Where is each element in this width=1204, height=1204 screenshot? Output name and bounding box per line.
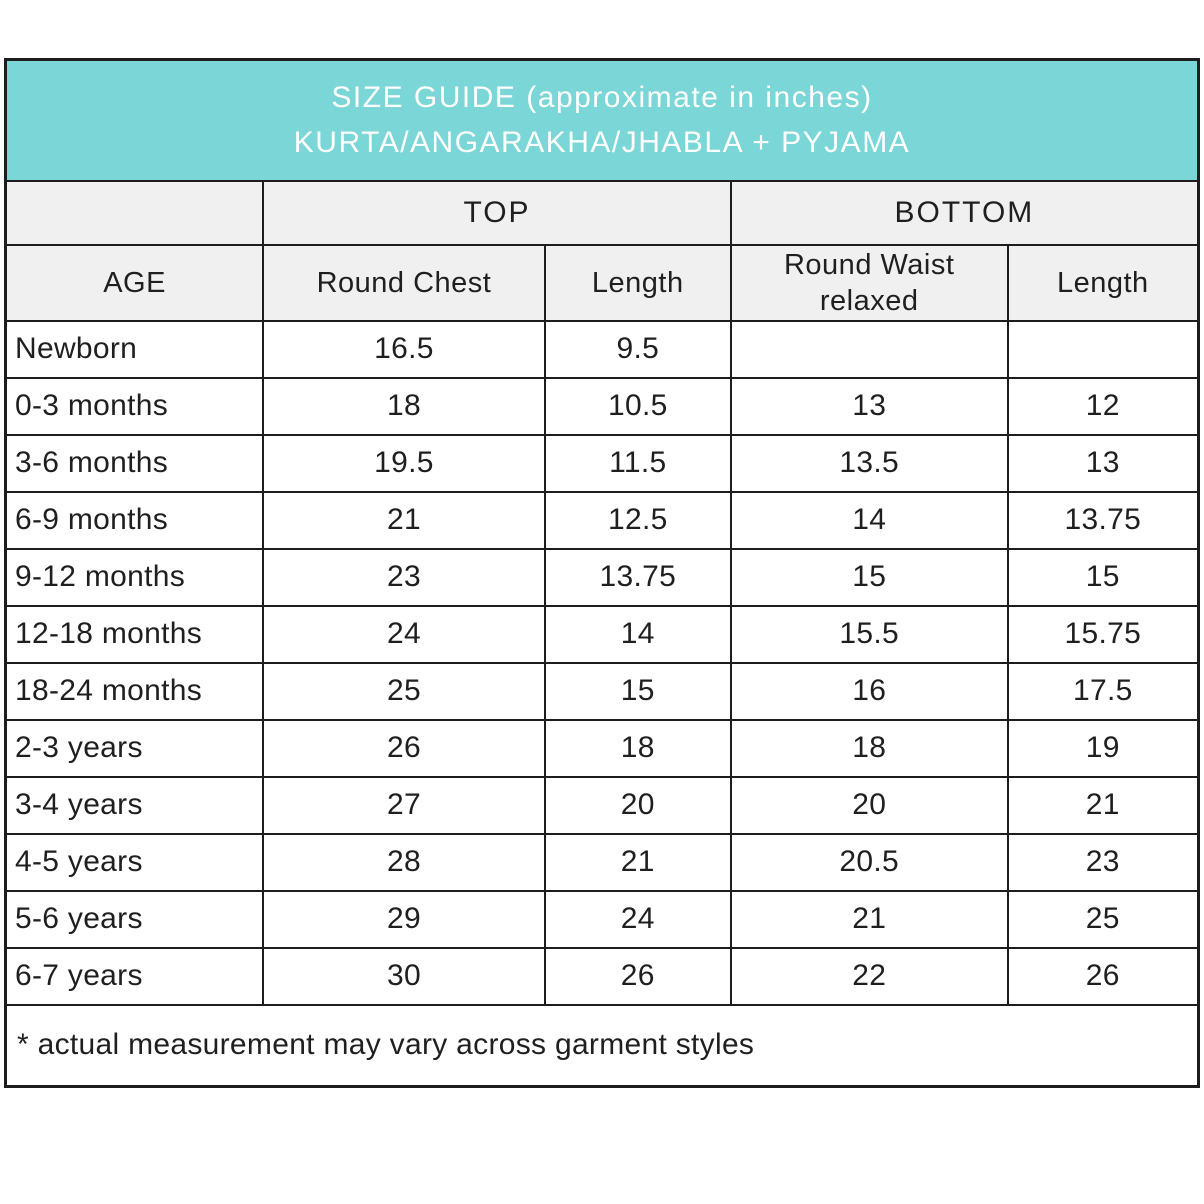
value-cell: 15.75 bbox=[1006, 604, 1200, 664]
table-row: 5-6 years 29 24 21 25 bbox=[4, 889, 1200, 949]
value-cell: 13 bbox=[1006, 433, 1200, 493]
table-row: 2-3 years 26 18 18 19 bbox=[4, 718, 1200, 778]
value-cell: 24 bbox=[262, 604, 546, 664]
age-cell: 3-6 months bbox=[4, 433, 265, 493]
value-cell: 26 bbox=[1006, 946, 1200, 1006]
value-cell: 9.5 bbox=[543, 319, 732, 379]
banner-row: SIZE GUIDE (approximate in inches) KURTA… bbox=[4, 58, 1200, 182]
column-header-round-chest: Round Chest bbox=[262, 243, 546, 322]
value-cell: 14 bbox=[729, 490, 1009, 550]
value-cell bbox=[729, 319, 1009, 379]
value-cell: 24 bbox=[543, 889, 732, 949]
group-header-bottom: BOTTOM bbox=[729, 179, 1200, 246]
value-cell: 19.5 bbox=[262, 433, 546, 493]
value-cell: 20 bbox=[543, 775, 732, 835]
value-cell: 11.5 bbox=[543, 433, 732, 493]
value-cell: 21 bbox=[543, 832, 732, 892]
table-row: 12-18 months 24 14 15.5 15.75 bbox=[4, 604, 1200, 664]
value-cell: 13.5 bbox=[729, 433, 1009, 493]
value-cell: 16 bbox=[729, 661, 1009, 721]
column-header-age: AGE bbox=[4, 243, 265, 322]
table-row: 6-9 months 21 12.5 14 13.75 bbox=[4, 490, 1200, 550]
value-cell: 20 bbox=[729, 775, 1009, 835]
value-cell: 18 bbox=[262, 376, 546, 436]
empty-corner-cell bbox=[4, 179, 265, 246]
column-header-bottom-length: Length bbox=[1006, 243, 1200, 322]
age-cell: 18-24 months bbox=[4, 661, 265, 721]
age-cell: 5-6 years bbox=[4, 889, 265, 949]
column-header-round-waist: Round Waist relaxed bbox=[729, 243, 1009, 322]
table-row: Newborn 16.5 9.5 bbox=[4, 319, 1200, 379]
value-cell: 12.5 bbox=[543, 490, 732, 550]
value-cell: 17.5 bbox=[1006, 661, 1200, 721]
value-cell: 21 bbox=[1006, 775, 1200, 835]
value-cell: 23 bbox=[1006, 832, 1200, 892]
column-header-top-length: Length bbox=[543, 243, 732, 322]
title-line-2: KURTA/ANGARAKHA/JHABLA + PYJAMA bbox=[293, 126, 911, 160]
value-cell: 26 bbox=[262, 718, 546, 778]
table-row: 4-5 years 28 21 20.5 23 bbox=[4, 832, 1200, 892]
value-cell: 15 bbox=[729, 547, 1009, 607]
table-row: 6-7 years 30 26 22 26 bbox=[4, 946, 1200, 1006]
value-cell bbox=[1006, 319, 1200, 379]
age-cell: 4-5 years bbox=[4, 832, 265, 892]
value-cell: 28 bbox=[262, 832, 546, 892]
size-guide-table: SIZE GUIDE (approximate in inches) KURTA… bbox=[4, 58, 1200, 1088]
table-row: 9-12 months 23 13.75 15 15 bbox=[4, 547, 1200, 607]
value-cell: 13.75 bbox=[1006, 490, 1200, 550]
value-cell: 30 bbox=[262, 946, 546, 1006]
value-cell: 13 bbox=[729, 376, 1009, 436]
value-cell: 25 bbox=[1006, 889, 1200, 949]
value-cell: 23 bbox=[262, 547, 546, 607]
group-header-top: TOP bbox=[262, 179, 732, 246]
value-cell: 12 bbox=[1006, 376, 1200, 436]
value-cell: 29 bbox=[262, 889, 546, 949]
value-cell: 18 bbox=[729, 718, 1009, 778]
title-line-1: SIZE GUIDE (approximate in inches) bbox=[331, 81, 873, 115]
table-row: 18-24 months 25 15 16 17.5 bbox=[4, 661, 1200, 721]
age-cell: 6-9 months bbox=[4, 490, 265, 550]
value-cell: 14 bbox=[543, 604, 732, 664]
value-cell: 19 bbox=[1006, 718, 1200, 778]
age-cell: 12-18 months bbox=[4, 604, 265, 664]
age-cell: 9-12 months bbox=[4, 547, 265, 607]
value-cell: 18 bbox=[543, 718, 732, 778]
value-cell: 22 bbox=[729, 946, 1009, 1006]
age-cell: 3-4 years bbox=[4, 775, 265, 835]
value-cell: 26 bbox=[543, 946, 732, 1006]
value-cell: 15 bbox=[543, 661, 732, 721]
value-cell: 27 bbox=[262, 775, 546, 835]
age-cell: 6-7 years bbox=[4, 946, 265, 1006]
age-cell: 2-3 years bbox=[4, 718, 265, 778]
footnote-text: * actual measurement may vary across gar… bbox=[4, 1003, 1200, 1088]
value-cell: 21 bbox=[729, 889, 1009, 949]
value-cell: 15 bbox=[1006, 547, 1200, 607]
value-cell: 25 bbox=[262, 661, 546, 721]
group-header-row: TOP BOTTOM bbox=[4, 179, 1200, 246]
footnote-row: * actual measurement may vary across gar… bbox=[4, 1003, 1200, 1088]
column-header-row: AGE Round Chest Length Round Waist relax… bbox=[4, 243, 1200, 322]
size-table-body: Newborn 16.5 9.5 0-3 months 18 10.5 13 12 3-6 mo… bbox=[4, 319, 1200, 1006]
value-cell: 20.5 bbox=[729, 832, 1009, 892]
value-cell: 15.5 bbox=[729, 604, 1009, 664]
table-row: 3-4 years 27 20 20 21 bbox=[4, 775, 1200, 835]
table-title-banner: SIZE GUIDE (approximate in inches) KURTA… bbox=[4, 58, 1200, 182]
table-row: 0-3 months 18 10.5 13 12 bbox=[4, 376, 1200, 436]
age-cell: Newborn bbox=[4, 319, 265, 379]
age-cell: 0-3 months bbox=[4, 376, 265, 436]
table-row: 3-6 months 19.5 11.5 13.5 13 bbox=[4, 433, 1200, 493]
value-cell: 21 bbox=[262, 490, 546, 550]
value-cell: 16.5 bbox=[262, 319, 546, 379]
value-cell: 13.75 bbox=[543, 547, 732, 607]
value-cell: 10.5 bbox=[543, 376, 732, 436]
